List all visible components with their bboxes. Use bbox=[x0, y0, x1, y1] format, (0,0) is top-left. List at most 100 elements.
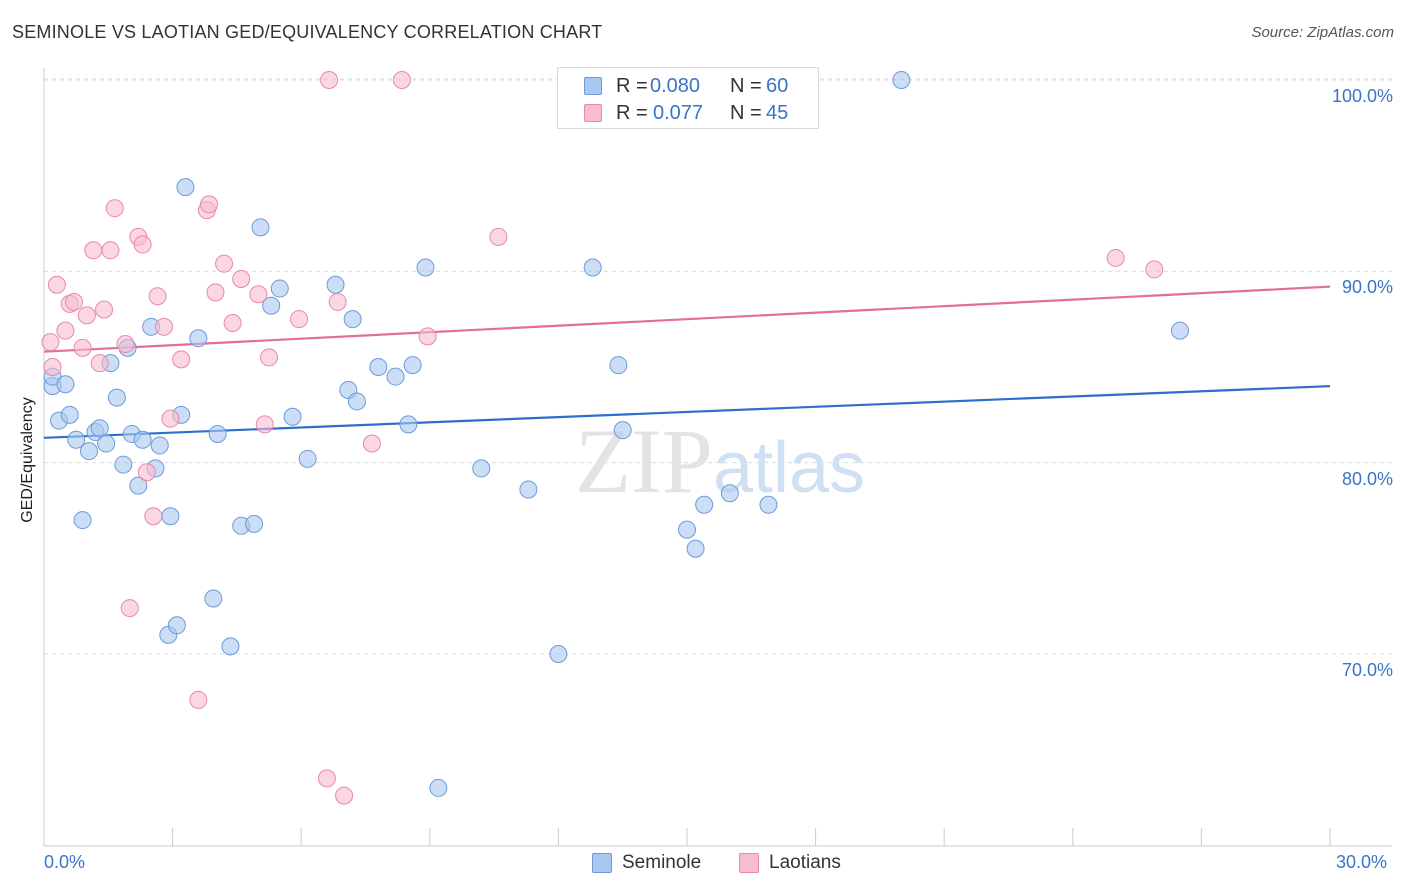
bottom-legend-seminole[interactable]: Seminole bbox=[592, 852, 701, 874]
data-point-laotians[interactable] bbox=[189, 690, 208, 709]
seminole-swatch bbox=[592, 853, 612, 873]
data-point-seminole[interactable] bbox=[245, 514, 264, 533]
data-point-seminole[interactable] bbox=[161, 507, 180, 526]
data-point-seminole[interactable] bbox=[73, 511, 92, 530]
data-point-seminole[interactable] bbox=[759, 495, 778, 514]
data-point-seminole[interactable] bbox=[720, 484, 739, 503]
data-point-laotians[interactable] bbox=[1145, 260, 1164, 279]
data-point-seminole[interactable] bbox=[204, 589, 223, 608]
data-point-seminole[interactable] bbox=[97, 434, 116, 453]
data-point-laotians[interactable] bbox=[200, 195, 219, 214]
data-point-seminole[interactable] bbox=[262, 296, 281, 315]
data-point-seminole[interactable] bbox=[150, 436, 169, 455]
data-point-seminole[interactable] bbox=[369, 358, 388, 376]
data-point-laotians[interactable] bbox=[41, 333, 60, 352]
data-point-laotians[interactable] bbox=[290, 310, 309, 329]
data-point-seminole[interactable] bbox=[167, 616, 186, 635]
data-point-laotians[interactable] bbox=[1106, 248, 1125, 267]
data-point-laotians[interactable] bbox=[105, 199, 124, 218]
data-point-seminole[interactable] bbox=[90, 419, 109, 438]
data-point-laotians[interactable] bbox=[328, 292, 347, 311]
data-point-laotians[interactable] bbox=[77, 306, 96, 325]
data-point-seminole[interactable] bbox=[283, 407, 302, 426]
data-point-laotians[interactable] bbox=[43, 358, 62, 376]
data-point-laotians[interactable] bbox=[489, 227, 508, 246]
data-point-laotians[interactable] bbox=[148, 287, 167, 306]
y-tick-label: 80.0% bbox=[1341, 468, 1393, 489]
data-point-laotians[interactable] bbox=[362, 434, 381, 453]
data-point-laotians[interactable] bbox=[95, 300, 114, 319]
data-point-seminole[interactable] bbox=[129, 476, 148, 495]
data-point-seminole[interactable] bbox=[549, 645, 568, 663]
data-point-seminole[interactable] bbox=[695, 495, 714, 514]
data-point-laotians[interactable] bbox=[418, 327, 437, 346]
data-point-laotians[interactable] bbox=[172, 350, 191, 369]
data-point-seminole[interactable] bbox=[114, 455, 133, 474]
data-point-seminole[interactable] bbox=[583, 258, 602, 277]
data-point-seminole[interactable] bbox=[399, 415, 418, 434]
data-point-seminole[interactable] bbox=[403, 356, 422, 375]
data-point-laotians[interactable] bbox=[90, 354, 109, 373]
data-point-seminole[interactable] bbox=[251, 218, 270, 237]
data-point-seminole[interactable] bbox=[347, 392, 366, 411]
data-point-laotians[interactable] bbox=[206, 283, 225, 302]
laotians-label: Laotians bbox=[769, 852, 841, 873]
data-point-laotians[interactable] bbox=[56, 321, 75, 340]
data-point-seminole[interactable] bbox=[678, 520, 696, 539]
data-point-laotians[interactable] bbox=[215, 254, 234, 273]
data-point-seminole[interactable] bbox=[56, 375, 75, 394]
data-point-seminole[interactable] bbox=[472, 459, 491, 478]
data-point-seminole[interactable] bbox=[176, 178, 195, 197]
data-point-seminole[interactable] bbox=[416, 258, 435, 277]
data-point-seminole[interactable] bbox=[892, 71, 911, 89]
data-point-seminole[interactable] bbox=[298, 449, 317, 468]
data-point-seminole[interactable] bbox=[609, 356, 628, 375]
legend-r-label: R = bbox=[616, 101, 648, 124]
data-point-seminole[interactable] bbox=[189, 329, 208, 348]
data-point-seminole[interactable] bbox=[613, 421, 632, 440]
data-point-seminole[interactable] bbox=[133, 430, 152, 449]
data-point-seminole[interactable] bbox=[429, 778, 448, 797]
data-point-laotians[interactable] bbox=[137, 463, 156, 482]
data-point-laotians[interactable] bbox=[232, 269, 251, 288]
data-point-laotians[interactable] bbox=[155, 317, 174, 336]
data-point-seminole[interactable] bbox=[343, 310, 362, 329]
data-point-seminole[interactable] bbox=[270, 279, 289, 298]
data-point-seminole[interactable] bbox=[221, 637, 240, 656]
data-point-seminole[interactable] bbox=[67, 430, 86, 449]
y-tick-label: 100.0% bbox=[1331, 86, 1393, 106]
data-point-seminole[interactable] bbox=[326, 275, 345, 294]
data-point-laotians[interactable] bbox=[47, 275, 66, 294]
y-tick-label: 70.0% bbox=[1341, 660, 1393, 680]
data-point-laotians[interactable] bbox=[249, 285, 268, 304]
data-point-seminole[interactable] bbox=[519, 480, 538, 499]
data-point-laotians[interactable] bbox=[65, 292, 84, 311]
data-point-laotians[interactable] bbox=[260, 348, 279, 367]
data-point-seminole[interactable] bbox=[386, 367, 405, 386]
data-point-seminole[interactable] bbox=[80, 442, 99, 461]
data-point-laotians[interactable] bbox=[120, 599, 139, 618]
watermark-zip: ZIP bbox=[575, 410, 713, 512]
data-point-seminole[interactable] bbox=[60, 405, 79, 424]
data-point-laotians[interactable] bbox=[335, 786, 354, 805]
data-point-seminole[interactable] bbox=[107, 388, 126, 407]
data-point-seminole[interactable] bbox=[208, 424, 227, 443]
data-point-laotians[interactable] bbox=[133, 235, 152, 254]
data-point-laotians[interactable] bbox=[161, 409, 180, 428]
data-point-laotians[interactable] bbox=[320, 71, 339, 89]
data-point-laotians[interactable] bbox=[84, 241, 103, 260]
data-point-laotians[interactable] bbox=[73, 338, 92, 357]
data-point-laotians[interactable] bbox=[223, 313, 242, 332]
data-point-laotians[interactable] bbox=[317, 769, 336, 788]
y-axis-title: GED/Equivalency bbox=[19, 397, 36, 523]
data-point-seminole[interactable] bbox=[686, 539, 705, 558]
x-tick-label-max: 30.0% bbox=[1336, 852, 1388, 872]
bottom-legend-laotians[interactable]: Laotians bbox=[739, 852, 841, 874]
data-point-laotians[interactable] bbox=[116, 335, 135, 354]
data-point-laotians[interactable] bbox=[392, 71, 411, 89]
data-point-laotians[interactable] bbox=[255, 415, 274, 434]
data-point-seminole[interactable] bbox=[1170, 321, 1189, 340]
data-point-laotians[interactable] bbox=[144, 507, 163, 526]
data-point-laotians[interactable] bbox=[101, 241, 120, 260]
